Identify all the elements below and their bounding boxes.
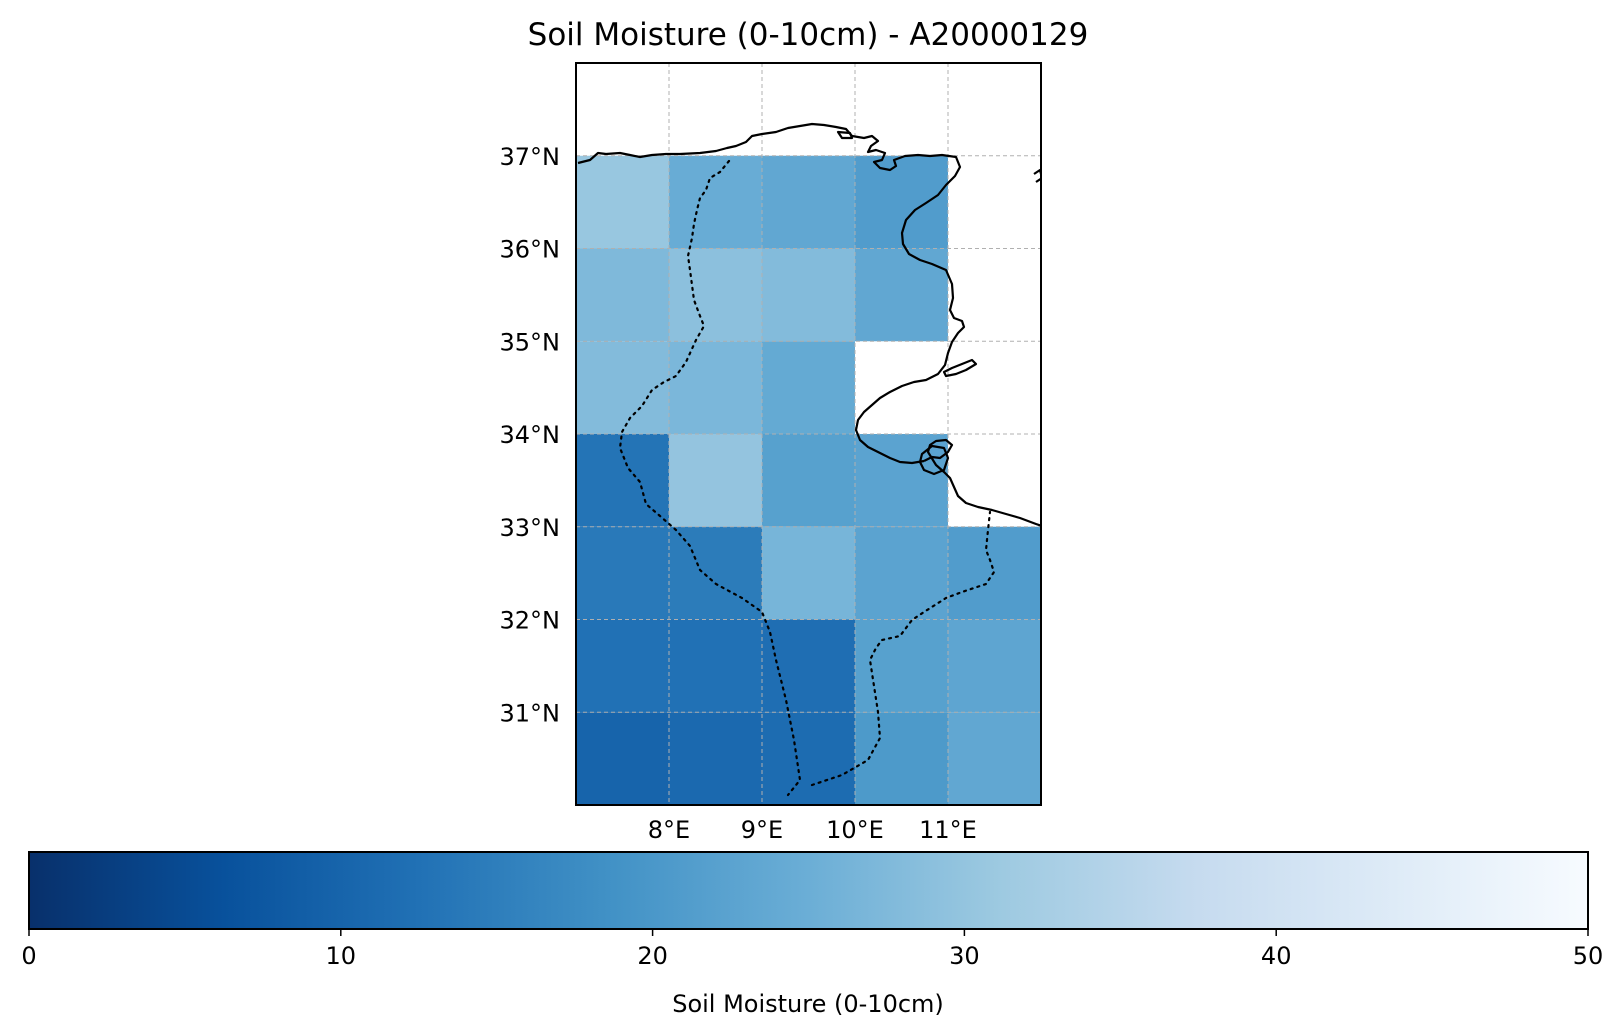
longitude-tick-label: 9°E — [741, 816, 783, 844]
grid-cell — [762, 155, 855, 249]
grid-cell — [762, 712, 855, 805]
grid-cell — [669, 155, 762, 249]
coastline-gabes-gulf — [923, 438, 1041, 527]
grid-cell — [855, 526, 948, 620]
latitude-tick-label: 34°N — [500, 421, 561, 449]
latitude-tick-label: 36°N — [500, 236, 561, 264]
grid-cell — [669, 619, 762, 713]
island-djerba — [918, 444, 950, 476]
grid-cell — [762, 341, 855, 434]
colorbar-tick-label: 0 — [21, 942, 36, 970]
colorbar-tick-label: 40 — [1261, 942, 1292, 970]
colorbar-ticks: 0 10 20 30 40 50 — [21, 929, 1603, 970]
latitude-tick-label: 33°N — [500, 514, 561, 542]
grid-cell — [762, 526, 855, 620]
grid-cell — [855, 712, 948, 805]
colorbar-tick-label: 50 — [1573, 942, 1604, 970]
grid-cell — [669, 712, 762, 805]
map-gridlines — [576, 63, 1041, 805]
grid-cell — [576, 712, 669, 805]
island-kerkennah — [942, 358, 978, 378]
grid-cell — [762, 434, 855, 527]
grid-cell — [576, 248, 669, 342]
grid-cell — [948, 712, 1041, 805]
latitude-tick-label: 32°N — [500, 607, 561, 635]
latitude-tick-label: 35°N — [500, 328, 561, 356]
chart-title: Soil Moisture (0-10cm) - A20000129 — [528, 17, 1089, 53]
border-algeria-tunisia — [618, 159, 802, 797]
colorbar: 0 10 20 30 40 50 Soil Moisture (0-10cm) — [21, 851, 1603, 1018]
grid-cell — [576, 619, 669, 713]
grid-cell — [855, 248, 948, 342]
coastline-cap-bon — [836, 130, 854, 140]
grid-cell — [948, 619, 1041, 713]
grid-cell — [576, 155, 669, 249]
latitude-tick-labels: 31°N 32°N 33°N 34°N 35°N 36°N 37°N — [500, 143, 561, 728]
grid-cell — [669, 248, 762, 342]
colorbar-tick-label: 20 — [637, 942, 668, 970]
longitude-tick-labels: 8°E 9°E 10°E 11°E — [648, 816, 977, 844]
grid-cell — [669, 526, 762, 620]
latitude-tick-label: 37°N — [500, 143, 561, 171]
grid-cell — [762, 248, 855, 342]
coastline-north — [577, 122, 966, 465]
longitude-tick-label: 10°E — [826, 816, 884, 844]
longitude-tick-label: 8°E — [648, 816, 690, 844]
border-tunisia-libya — [810, 510, 996, 787]
colorbar-bar — [28, 851, 1589, 930]
colorbar-label: Soil Moisture (0-10cm) — [672, 990, 944, 1018]
grid-cell — [669, 434, 762, 527]
grid-cells — [576, 155, 1041, 805]
map-plot-area — [575, 62, 1042, 806]
grid-cell — [669, 341, 762, 434]
grid-cell — [576, 341, 669, 434]
grid-cell — [576, 526, 669, 620]
coastline — [577, 122, 1041, 527]
map-frame — [575, 62, 1042, 806]
grid-cell — [576, 434, 669, 527]
coastline-east-fragment — [1033, 168, 1041, 183]
longitude-tick-label: 11°E — [919, 816, 977, 844]
border-lines — [618, 159, 996, 797]
latitude-tick-label: 31°N — [500, 699, 561, 727]
grid-cell — [855, 619, 948, 713]
colorbar-tick-label: 30 — [949, 942, 980, 970]
colorbar-tick-label: 10 — [326, 942, 357, 970]
grid-cell — [762, 619, 855, 713]
